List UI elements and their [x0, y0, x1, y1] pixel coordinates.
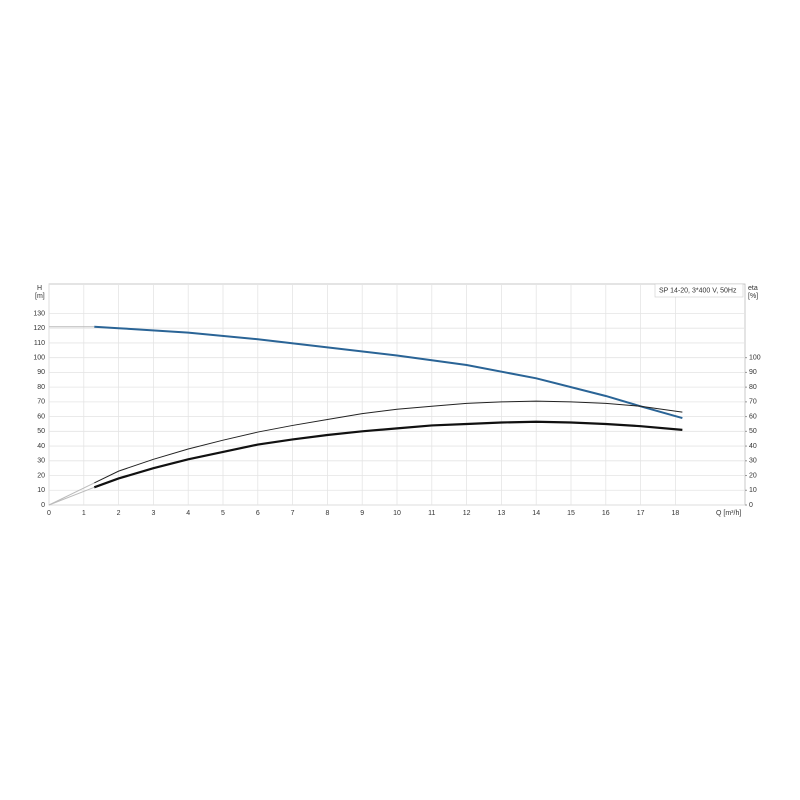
x-tick-label: 15: [567, 510, 575, 517]
y-tick-label: 40: [37, 443, 45, 450]
legend-box: [654, 283, 744, 298]
y-tick-label: 100: [33, 355, 45, 362]
x-tick-label: 17: [637, 510, 645, 517]
x-tick-label: 7: [291, 510, 295, 517]
x-tick-label: 9: [360, 510, 364, 517]
y-axis-label: H: [37, 285, 42, 292]
y-tick-label: 20: [37, 472, 45, 479]
y-tick-label: 90: [37, 369, 45, 376]
curve: [48, 486, 95, 506]
y-tick-label: 50: [37, 428, 45, 435]
x-axis-label: Q [m³/h]: [716, 510, 741, 517]
x-tick-label: 12: [463, 510, 471, 517]
x-tick-label: 18: [672, 510, 680, 517]
y-tick-label: 120: [33, 325, 45, 332]
x-tick-label: 10: [393, 510, 401, 517]
x-tick-label: 6: [256, 510, 260, 517]
x-tick-label: 0: [47, 510, 51, 517]
y2-tick-label: 10: [749, 487, 757, 494]
y2-tick-label: 70: [749, 399, 757, 406]
x-tick-label: 2: [117, 510, 121, 517]
y-axis-unit: [m]: [35, 293, 45, 300]
y-tick-label: 10: [37, 487, 45, 494]
y2-tick-label: 90: [749, 369, 757, 376]
x-tick-label: 16: [602, 510, 610, 517]
x-tick-label: 4: [186, 510, 190, 517]
y2-tick-label: 100: [749, 355, 761, 362]
y2-tick-label: 80: [749, 384, 757, 391]
x-tick-label: 1: [82, 510, 86, 517]
curve: [93, 420, 683, 489]
curve: [94, 325, 683, 420]
y2-tick-label: 0: [749, 502, 753, 509]
y-tick-label: 0: [41, 502, 45, 509]
y-tick-label: 30: [37, 458, 45, 465]
x-tick-label: 13: [498, 510, 506, 517]
x-tick-label: 14: [532, 510, 540, 517]
y-tick-label: 80: [37, 384, 45, 391]
y2-tick-label: 40: [749, 443, 757, 450]
y2-axis-unit: [%]: [748, 293, 758, 300]
curve: [94, 400, 683, 484]
y2-tick-label: 50: [749, 428, 757, 435]
y-tick-label: 70: [37, 399, 45, 406]
y2-tick-label: 20: [749, 472, 757, 479]
curve: [48, 482, 95, 506]
y-tick-label: 130: [33, 310, 45, 317]
x-tick-label: 3: [151, 510, 155, 517]
y2-tick-label: 60: [749, 413, 757, 420]
y-tick-label: 110: [34, 340, 45, 347]
legend-text: SP 14-20, 3*400 V, 50Hz: [659, 287, 737, 294]
y-tick-label: 60: [37, 413, 45, 420]
x-tick-label: 11: [428, 510, 435, 517]
y2-axis-label: eta: [748, 285, 758, 292]
x-tick-label: 8: [325, 510, 329, 517]
y2-tick-label: 30: [749, 458, 757, 465]
x-tick-label: 5: [221, 510, 225, 517]
